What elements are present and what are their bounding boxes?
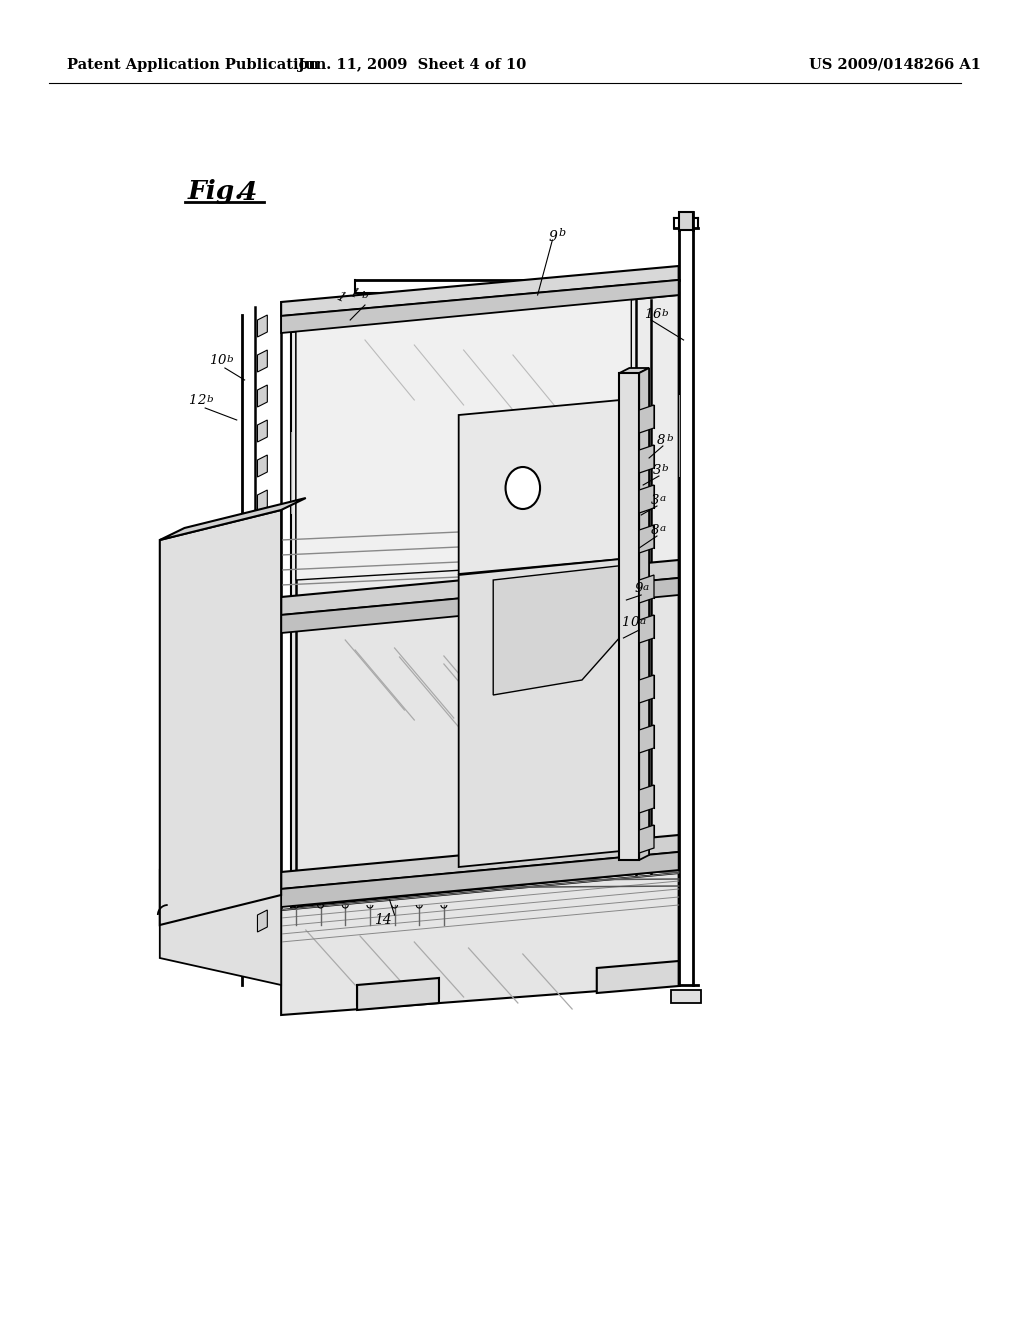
Polygon shape	[639, 615, 654, 643]
Polygon shape	[282, 560, 679, 615]
Polygon shape	[257, 385, 267, 407]
Text: b: b	[662, 465, 669, 473]
Polygon shape	[639, 405, 654, 433]
Text: 9: 9	[634, 582, 643, 595]
Polygon shape	[494, 565, 627, 696]
Polygon shape	[597, 961, 679, 993]
Text: b: b	[206, 395, 213, 404]
Polygon shape	[257, 735, 267, 756]
Text: 14: 14	[374, 913, 391, 927]
Ellipse shape	[506, 467, 540, 510]
Polygon shape	[257, 840, 267, 862]
Polygon shape	[671, 990, 701, 1003]
Polygon shape	[639, 785, 654, 813]
Polygon shape	[257, 875, 267, 898]
Polygon shape	[296, 296, 632, 579]
Text: b: b	[227, 355, 233, 364]
Polygon shape	[257, 700, 267, 722]
Text: 3: 3	[651, 494, 659, 507]
Text: b: b	[667, 434, 674, 444]
Polygon shape	[679, 213, 693, 230]
Polygon shape	[257, 525, 267, 546]
Text: 6: 6	[653, 309, 662, 322]
Polygon shape	[257, 455, 267, 477]
Text: 8: 8	[651, 524, 659, 536]
Polygon shape	[257, 665, 267, 686]
Text: b: b	[662, 309, 669, 318]
Polygon shape	[639, 484, 654, 513]
Text: 3: 3	[653, 463, 662, 477]
Polygon shape	[639, 675, 654, 704]
Polygon shape	[291, 294, 679, 602]
Polygon shape	[257, 560, 267, 582]
Polygon shape	[257, 805, 267, 828]
Text: 2: 2	[198, 395, 206, 408]
Polygon shape	[620, 374, 639, 861]
Polygon shape	[160, 870, 282, 985]
Text: 0: 0	[631, 616, 639, 630]
Text: Patent Application Publication: Patent Application Publication	[68, 58, 319, 73]
Polygon shape	[291, 578, 679, 907]
Polygon shape	[639, 368, 649, 861]
Polygon shape	[257, 490, 267, 512]
Polygon shape	[459, 399, 632, 574]
Polygon shape	[357, 978, 439, 1010]
Polygon shape	[282, 851, 679, 907]
Text: 1: 1	[209, 355, 217, 367]
Polygon shape	[257, 420, 267, 442]
Polygon shape	[620, 368, 649, 374]
Polygon shape	[257, 770, 267, 792]
Polygon shape	[282, 578, 679, 634]
Text: 9: 9	[549, 230, 557, 244]
Text: 1: 1	[346, 286, 359, 302]
Polygon shape	[639, 725, 654, 752]
Polygon shape	[282, 836, 679, 888]
Polygon shape	[257, 595, 267, 616]
Polygon shape	[257, 315, 267, 337]
Text: b: b	[558, 228, 565, 238]
Polygon shape	[459, 558, 632, 867]
Text: 4: 4	[239, 180, 257, 205]
Text: b: b	[362, 290, 369, 300]
Polygon shape	[160, 510, 282, 925]
Polygon shape	[257, 630, 267, 652]
Text: 1: 1	[622, 616, 630, 630]
Text: Jun. 11, 2009  Sheet 4 of 10: Jun. 11, 2009 Sheet 4 of 10	[298, 58, 526, 73]
Polygon shape	[282, 873, 679, 1015]
Polygon shape	[639, 445, 654, 473]
Text: a: a	[643, 583, 649, 591]
Polygon shape	[282, 280, 679, 333]
Text: 1: 1	[188, 395, 197, 408]
Text: US 2009/0148266 A1: US 2009/0148266 A1	[809, 58, 981, 73]
Polygon shape	[160, 498, 306, 540]
Text: 8: 8	[657, 433, 666, 446]
Polygon shape	[282, 267, 679, 315]
Text: 1: 1	[644, 309, 652, 322]
Text: 1: 1	[334, 290, 347, 306]
Text: a: a	[639, 616, 645, 626]
Text: a: a	[659, 524, 666, 533]
Polygon shape	[639, 525, 654, 553]
Polygon shape	[639, 825, 654, 853]
Text: Fig.: Fig.	[187, 180, 244, 205]
Text: a: a	[659, 494, 666, 503]
Polygon shape	[257, 909, 267, 932]
Polygon shape	[639, 576, 654, 603]
Polygon shape	[257, 350, 267, 372]
Text: 0: 0	[218, 355, 226, 367]
